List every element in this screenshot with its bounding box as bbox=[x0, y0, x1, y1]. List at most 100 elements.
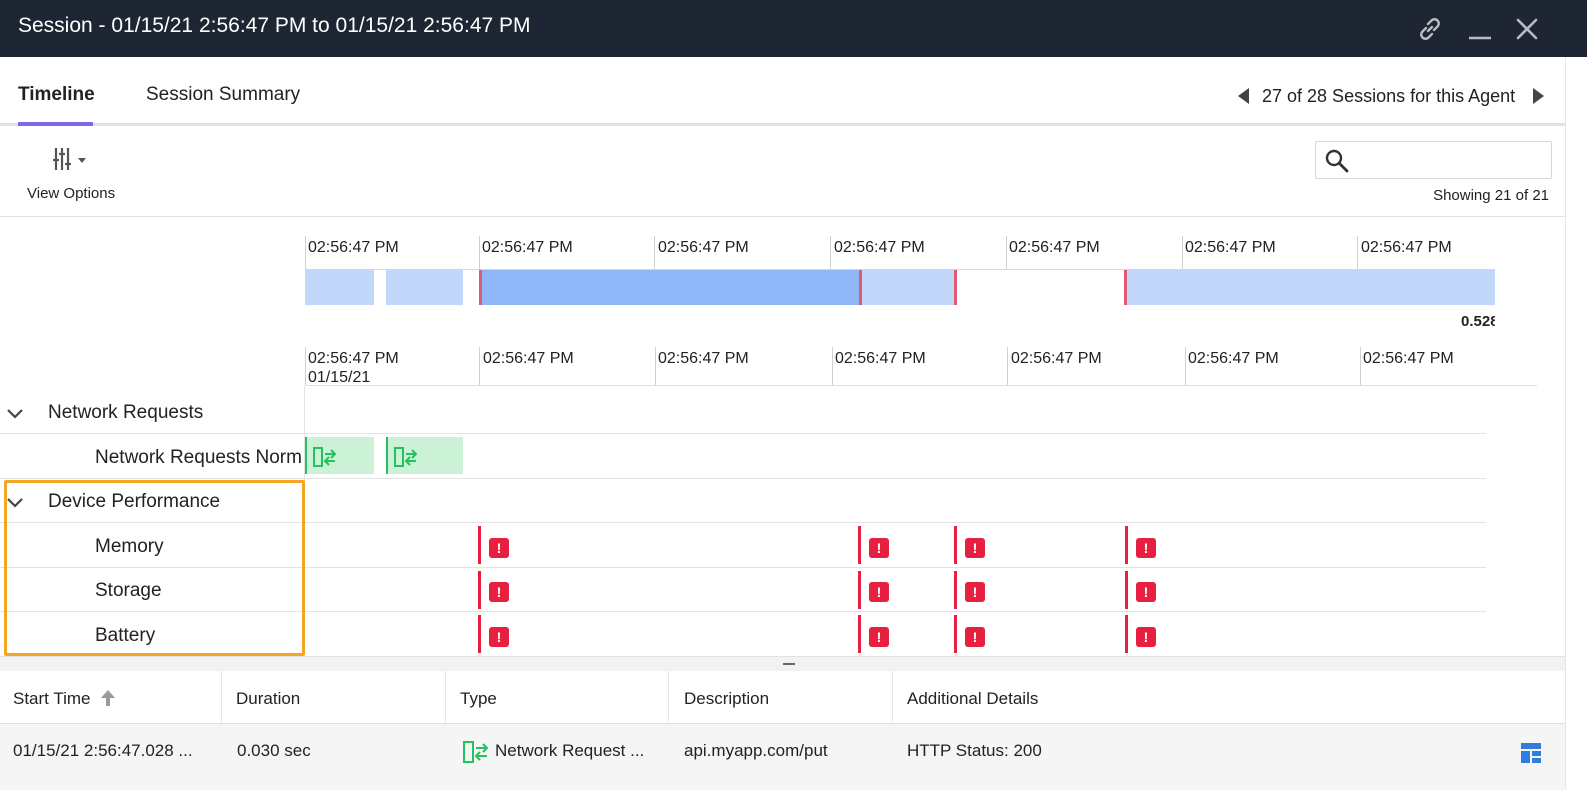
detail-tick-line bbox=[1360, 347, 1361, 385]
column-separator[interactable] bbox=[668, 671, 669, 724]
row-divider bbox=[0, 478, 1486, 479]
row-divider bbox=[0, 433, 1486, 434]
window-title: Session - 01/15/21 2:56:47 PM to 01/15/2… bbox=[18, 14, 531, 37]
overview-event-marker bbox=[1124, 270, 1127, 305]
detail-tick-label: 02:56:47 PM bbox=[308, 350, 399, 367]
chevron-down-icon[interactable] bbox=[6, 496, 24, 508]
tab-timeline[interactable]: Timeline bbox=[18, 84, 95, 105]
column-type[interactable]: Type bbox=[460, 689, 497, 708]
group-device-performance[interactable]: Device Performance bbox=[48, 491, 221, 512]
overview-tick-label: 02:56:47 PM bbox=[1361, 239, 1452, 256]
error-marker-line bbox=[858, 615, 861, 653]
row-network-requests-normal[interactable]: Network Requests Norm bbox=[95, 447, 302, 468]
overview-tick-line bbox=[1006, 236, 1007, 270]
column-separator[interactable] bbox=[445, 671, 446, 724]
row-divider bbox=[0, 567, 1486, 568]
error-marker[interactable]: ! bbox=[965, 627, 985, 647]
cell-type: Network Request ... bbox=[495, 741, 645, 760]
overview-event-marker bbox=[954, 270, 957, 305]
search-input[interactable] bbox=[1354, 146, 1544, 174]
row-storage[interactable]: Storage bbox=[95, 580, 162, 601]
overview-tick-label: 02:56:47 PM bbox=[1185, 239, 1276, 256]
overview-tick-line bbox=[1357, 236, 1358, 270]
sort-ascending-icon[interactable] bbox=[100, 689, 116, 707]
detail-axis bbox=[305, 385, 1537, 386]
error-marker[interactable]: ! bbox=[869, 538, 889, 558]
table-row[interactable] bbox=[0, 724, 1565, 790]
overview-tick-label: 02:56:47 PM bbox=[658, 239, 749, 256]
column-duration[interactable]: Duration bbox=[236, 689, 301, 708]
column-additional-details[interactable]: Additional Details bbox=[907, 689, 1039, 708]
detail-tick-label: 02:56:47 PM bbox=[483, 350, 574, 367]
error-marker-line bbox=[478, 615, 481, 653]
network-request-icon bbox=[313, 447, 337, 467]
overview-segment[interactable] bbox=[386, 270, 463, 305]
active-tab-indicator bbox=[18, 122, 93, 126]
next-session-icon[interactable] bbox=[1533, 88, 1544, 104]
detail-tick-label: 02:56:47 PM bbox=[658, 350, 749, 367]
error-marker[interactable]: ! bbox=[1136, 582, 1156, 602]
tab-session-summary[interactable]: Session Summary bbox=[146, 84, 301, 105]
detail-tick-label: 02:56:47 PM bbox=[1188, 350, 1279, 367]
detail-date-label: 01/15/21 bbox=[308, 369, 371, 386]
details-panel-icon[interactable] bbox=[1521, 743, 1541, 763]
link-icon[interactable] bbox=[1415, 14, 1445, 44]
error-marker[interactable]: ! bbox=[965, 582, 985, 602]
view-options-button[interactable]: View Options bbox=[27, 185, 116, 202]
error-marker[interactable]: ! bbox=[489, 538, 509, 558]
previous-session-icon[interactable] bbox=[1238, 88, 1249, 104]
overview-segment[interactable] bbox=[860, 270, 956, 305]
overview-selected-range[interactable] bbox=[480, 270, 860, 305]
error-marker-line bbox=[1125, 571, 1128, 609]
tabs-divider bbox=[0, 123, 1565, 126]
detail-tick-line bbox=[479, 347, 480, 385]
error-marker-line bbox=[858, 526, 861, 564]
splitter-handle-icon[interactable] bbox=[783, 663, 795, 665]
error-marker-line bbox=[858, 571, 861, 609]
column-separator[interactable] bbox=[221, 671, 222, 724]
error-marker[interactable]: ! bbox=[1136, 627, 1156, 647]
window-edge bbox=[1565, 57, 1587, 790]
error-marker[interactable]: ! bbox=[489, 627, 509, 647]
network-request-bar[interactable] bbox=[305, 437, 374, 474]
error-marker[interactable]: ! bbox=[869, 582, 889, 602]
network-request-bar[interactable] bbox=[386, 437, 463, 474]
error-marker[interactable]: ! bbox=[869, 627, 889, 647]
row-memory[interactable]: Memory bbox=[95, 536, 164, 557]
detail-tick-label: 02:56:47 PM bbox=[1011, 350, 1102, 367]
overview-tick-line bbox=[1182, 236, 1183, 270]
overview-tick-line bbox=[305, 236, 306, 270]
error-marker-line bbox=[1125, 615, 1128, 653]
cell-duration: 0.030 sec bbox=[237, 741, 311, 760]
detail-tick-label: 02:56:47 PM bbox=[835, 350, 926, 367]
column-separator[interactable] bbox=[892, 671, 893, 724]
row-divider bbox=[0, 611, 1486, 612]
session-navigation-label: 27 of 28 Sessions for this Agent bbox=[1262, 86, 1516, 106]
cell-description: api.myapp.com/put bbox=[684, 741, 828, 760]
error-marker[interactable]: ! bbox=[1136, 538, 1156, 558]
pane-splitter[interactable] bbox=[0, 656, 1565, 671]
chevron-down-icon[interactable] bbox=[6, 407, 24, 419]
overview-tick-label: 02:56:47 PM bbox=[308, 239, 399, 256]
grid-header bbox=[0, 671, 1565, 724]
minimize-icon[interactable] bbox=[1465, 14, 1495, 44]
detail-tick-line bbox=[655, 347, 656, 385]
error-marker[interactable]: ! bbox=[965, 538, 985, 558]
row-battery[interactable]: Battery bbox=[95, 625, 156, 646]
overview-segment[interactable] bbox=[305, 270, 374, 305]
error-marker-line bbox=[954, 526, 957, 564]
error-marker-line bbox=[954, 615, 957, 653]
column-description[interactable]: Description bbox=[684, 689, 770, 708]
network-request-icon bbox=[463, 741, 489, 763]
error-marker-line bbox=[1125, 526, 1128, 564]
group-network-requests[interactable]: Network Requests bbox=[48, 402, 204, 423]
overview-segment[interactable] bbox=[1126, 270, 1495, 305]
detail-tick-line bbox=[1185, 347, 1186, 385]
error-marker[interactable]: ! bbox=[489, 582, 509, 602]
overview-tick-line bbox=[479, 236, 480, 270]
column-start-time[interactable]: Start Time bbox=[13, 689, 91, 708]
view-options-icon[interactable] bbox=[52, 146, 92, 174]
overview-tick-line bbox=[830, 236, 831, 270]
close-icon[interactable] bbox=[1512, 14, 1542, 44]
overview-value-label: 0.528 bbox=[1461, 313, 1495, 330]
